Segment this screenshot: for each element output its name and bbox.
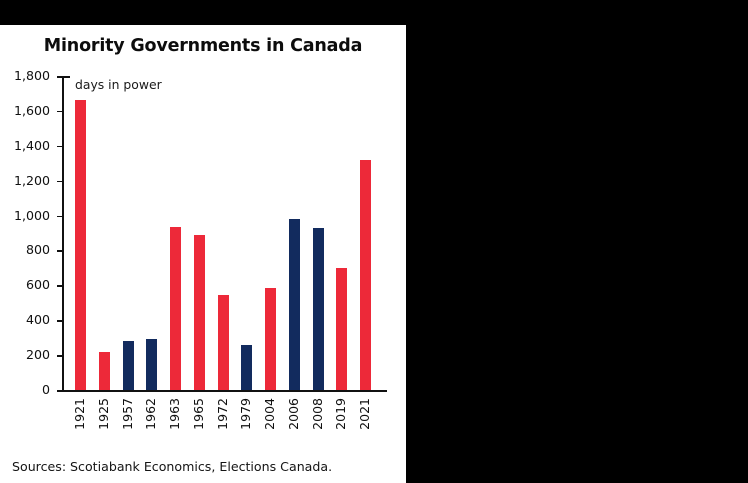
plot-area: days in power 1,800 1,600 1,400 1,200 1,000 8… bbox=[14, 68, 387, 430]
bar-slot bbox=[187, 76, 212, 390]
bar[interactable] bbox=[170, 227, 182, 390]
bar-slot bbox=[353, 76, 378, 390]
chart-title: Minority Governments in Canada bbox=[43, 36, 363, 56]
x-axis-tick-label: 1979 bbox=[238, 398, 254, 430]
bar[interactable] bbox=[193, 235, 205, 390]
bar-slot bbox=[139, 76, 164, 390]
y-axis-tick-label: 800 bbox=[25, 242, 50, 258]
bar[interactable] bbox=[122, 340, 134, 390]
y-axis-tick-label: 1,800 bbox=[13, 68, 50, 84]
x-axis-tick-label: 1963 bbox=[167, 398, 183, 430]
bar[interactable] bbox=[265, 287, 277, 390]
y-axis-line bbox=[62, 76, 64, 390]
bar-slot bbox=[68, 76, 93, 390]
bar[interactable] bbox=[336, 267, 348, 390]
y-axis-tick-label: 1,600 bbox=[13, 103, 50, 119]
bar-slot bbox=[329, 76, 354, 390]
bar-slot bbox=[234, 76, 259, 390]
chart-figure: Minority Governments in Canada days in p… bbox=[0, 25, 406, 483]
y-axis-tick-label: 1,400 bbox=[13, 137, 50, 153]
bar-slot bbox=[116, 76, 141, 390]
bar-slot bbox=[163, 76, 188, 390]
bar[interactable] bbox=[360, 160, 372, 390]
x-axis-tick-label: 2006 bbox=[285, 398, 301, 430]
y-axis-tick: 1,800 bbox=[14, 68, 63, 83]
y-axis-tick: 0 bbox=[42, 382, 63, 397]
y-axis-tick-label: 0 bbox=[41, 382, 50, 398]
x-axis-tick-label: 1972 bbox=[214, 398, 230, 430]
bar-slot bbox=[306, 76, 331, 390]
x-axis-tick-label: 1962 bbox=[143, 398, 159, 430]
bar[interactable] bbox=[288, 219, 300, 390]
x-axis-tick-label: 2004 bbox=[262, 398, 278, 430]
bar[interactable] bbox=[146, 338, 158, 390]
x-axis-tick-label: 1921 bbox=[72, 398, 87, 430]
y-axis-tick-label: 600 bbox=[25, 277, 50, 293]
bar[interactable] bbox=[75, 99, 86, 390]
x-axis-line bbox=[62, 390, 387, 392]
x-axis-tick-label: 2008 bbox=[309, 398, 325, 430]
axis-unit-note: days in power bbox=[75, 77, 162, 92]
y-axis-tick: 600 bbox=[26, 278, 63, 293]
x-axis-tick-label: 1957 bbox=[119, 398, 135, 430]
x-axis-tick-label: 2021 bbox=[357, 398, 373, 430]
bar[interactable] bbox=[217, 294, 229, 390]
bar[interactable] bbox=[98, 351, 110, 390]
y-axis-tick: 200 bbox=[26, 347, 63, 362]
y-axis-tick: 1,000 bbox=[14, 208, 63, 223]
bar-slot bbox=[258, 76, 283, 390]
x-axis-tick-label: 2019 bbox=[333, 398, 349, 430]
y-axis-tick-label: 1,200 bbox=[13, 172, 50, 188]
y-axis-tick-label: 200 bbox=[25, 347, 50, 363]
bar-slot bbox=[92, 76, 117, 390]
bar-slot bbox=[211, 76, 236, 390]
source-note: Sources: Scotiabank Economics, Elections… bbox=[12, 459, 333, 474]
y-axis-top-cap bbox=[62, 76, 70, 78]
y-axis-tick: 1,600 bbox=[14, 103, 63, 118]
y-axis-tick: 1,200 bbox=[14, 173, 63, 188]
bar[interactable] bbox=[241, 344, 253, 390]
y-axis-tick: 400 bbox=[26, 312, 63, 327]
bar-slot bbox=[282, 76, 307, 390]
x-axis-tick-label: 1965 bbox=[190, 398, 206, 430]
y-axis-tick-label: 1,000 bbox=[13, 207, 50, 223]
x-axis-tick-label: 1925 bbox=[95, 398, 111, 430]
y-axis-tick-label: 400 bbox=[25, 312, 50, 328]
y-axis-tick: 1,400 bbox=[14, 138, 63, 153]
bar[interactable] bbox=[312, 227, 324, 390]
y-axis-tick: 800 bbox=[26, 243, 63, 258]
